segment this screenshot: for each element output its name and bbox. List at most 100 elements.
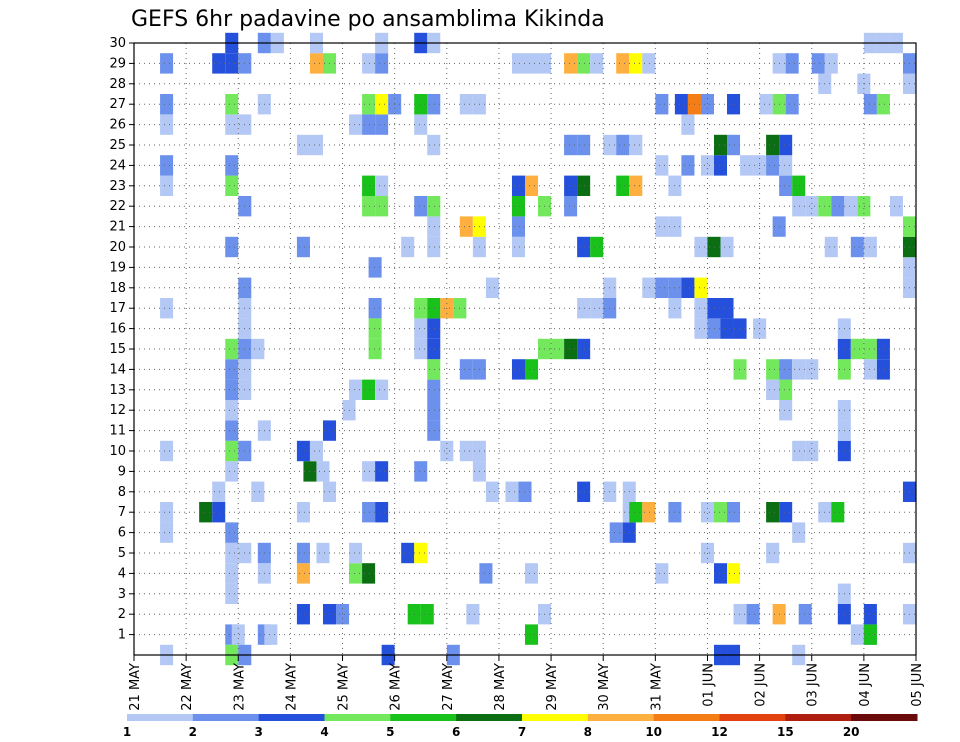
heatmap-cell (616, 175, 630, 196)
heatmap-cell (511, 216, 525, 237)
heatmap-cell (720, 298, 734, 319)
colorbar-label: 4 (320, 725, 328, 739)
heatmap-cell (316, 542, 330, 564)
heatmap-cell (231, 624, 245, 645)
heatmap-cell (863, 94, 877, 115)
heatmap-cell (375, 379, 389, 400)
heatmap-cell (525, 175, 539, 196)
heatmap-cell (427, 196, 441, 217)
x-tick-label: 26 MAY (389, 663, 404, 711)
heatmap-cell (225, 542, 239, 564)
heatmap-cell (427, 94, 441, 115)
heatmap-cell (805, 440, 819, 462)
heatmap-cell (779, 400, 793, 421)
y-tick-label: 6 (118, 526, 126, 541)
heatmap-cell (375, 175, 389, 196)
heatmap-cell (420, 604, 434, 625)
heatmap-cell (511, 359, 525, 380)
heatmap-cell (427, 379, 441, 400)
heatmap-cell (876, 359, 890, 380)
x-tick-label: 23 MAY (232, 663, 247, 711)
colorbar-swatch (258, 714, 325, 721)
heatmap-cell (309, 53, 323, 74)
heatmap-cell (642, 53, 656, 74)
colorbar-label: 7 (518, 725, 526, 739)
colorbar-label: 6 (452, 725, 460, 739)
heatmap-cell (225, 440, 239, 462)
heatmap-cell (336, 604, 350, 625)
heatmap-cell (309, 134, 323, 156)
colorbar-swatch (522, 714, 589, 721)
y-tick-label: 1 (118, 628, 126, 643)
heatmap-cell (785, 94, 799, 115)
heatmap-cell (160, 53, 174, 74)
heatmap-cell (511, 196, 525, 217)
heatmap-cell (655, 563, 669, 584)
heatmap-cell (844, 196, 858, 217)
heatmap-cell (746, 604, 760, 625)
heatmap-cell (375, 502, 389, 523)
heatmap-cell (779, 359, 793, 380)
heatmap-cell (414, 298, 428, 319)
heatmap-cell (225, 461, 239, 482)
y-tick-label: 19 (109, 260, 126, 275)
heatmap-cell (609, 522, 623, 543)
heatmap-cell (525, 563, 539, 584)
heatmap-cell (414, 94, 428, 115)
heatmap-cell (160, 94, 174, 115)
heatmap-cell (616, 53, 630, 74)
heatmap-cell (316, 461, 330, 482)
heatmap-cell (792, 175, 806, 196)
y-tick-label: 24 (109, 158, 126, 173)
heatmap-cell (212, 481, 226, 502)
heatmap-cell (466, 604, 480, 625)
heatmap-cell (629, 175, 643, 196)
heatmap-cell (564, 196, 578, 217)
heatmap-cell (616, 134, 630, 156)
colorbar-swatch (851, 714, 918, 721)
heatmap-cell (655, 94, 669, 115)
x-tick-label: 21 MAY (128, 663, 143, 711)
heatmap-cell (694, 318, 708, 339)
y-tick-label: 27 (109, 97, 126, 112)
heatmap-cell (225, 400, 239, 421)
colorbar-label: 12 (711, 725, 728, 739)
heatmap-cell (655, 277, 669, 298)
colorbar-swatch (785, 714, 852, 721)
heatmap-cell (160, 522, 174, 543)
heatmap-cell (805, 196, 819, 217)
heatmap-cell (251, 338, 265, 360)
heatmap-cell (414, 338, 428, 360)
x-tick-label: 28 MAY (493, 663, 508, 711)
heatmap-cell (779, 379, 793, 400)
heatmap-cell (362, 563, 376, 584)
heatmap-cell (368, 257, 382, 278)
heatmap-cell (160, 175, 174, 196)
heatmap-cell (511, 53, 525, 74)
heatmap-cell (551, 338, 565, 360)
heatmap-cell (740, 155, 754, 176)
y-tick-label: 25 (109, 138, 126, 153)
heatmap-cell (681, 114, 695, 135)
heatmap-cell (766, 155, 780, 176)
heatmap-cell (674, 94, 688, 115)
colorbar-swatch (324, 714, 391, 721)
heatmap-cell (362, 114, 376, 135)
colorbar-swatch (653, 714, 720, 721)
colorbar-label: 1 (123, 725, 131, 739)
heatmap-cell (694, 236, 708, 258)
heatmap-cell (349, 379, 363, 400)
x-tick-label: 03 JUN (806, 663, 821, 707)
heatmap-cell (876, 94, 890, 115)
heatmap-cell (785, 53, 799, 74)
heatmap-cell (459, 216, 473, 237)
heatmap-cell (792, 522, 806, 543)
y-tick-label: 10 (109, 444, 126, 459)
x-axis-ticks: 21 MAY 22 MAY 23 MAY 24 MAY 25 MAY 26 MAY 27 M… (128, 655, 925, 711)
heatmap-cell (720, 318, 734, 339)
heatmap-cell (414, 318, 428, 339)
heatmap-cell (525, 359, 539, 380)
heatmap-cell (349, 563, 363, 584)
heatmap-cell (525, 53, 539, 74)
